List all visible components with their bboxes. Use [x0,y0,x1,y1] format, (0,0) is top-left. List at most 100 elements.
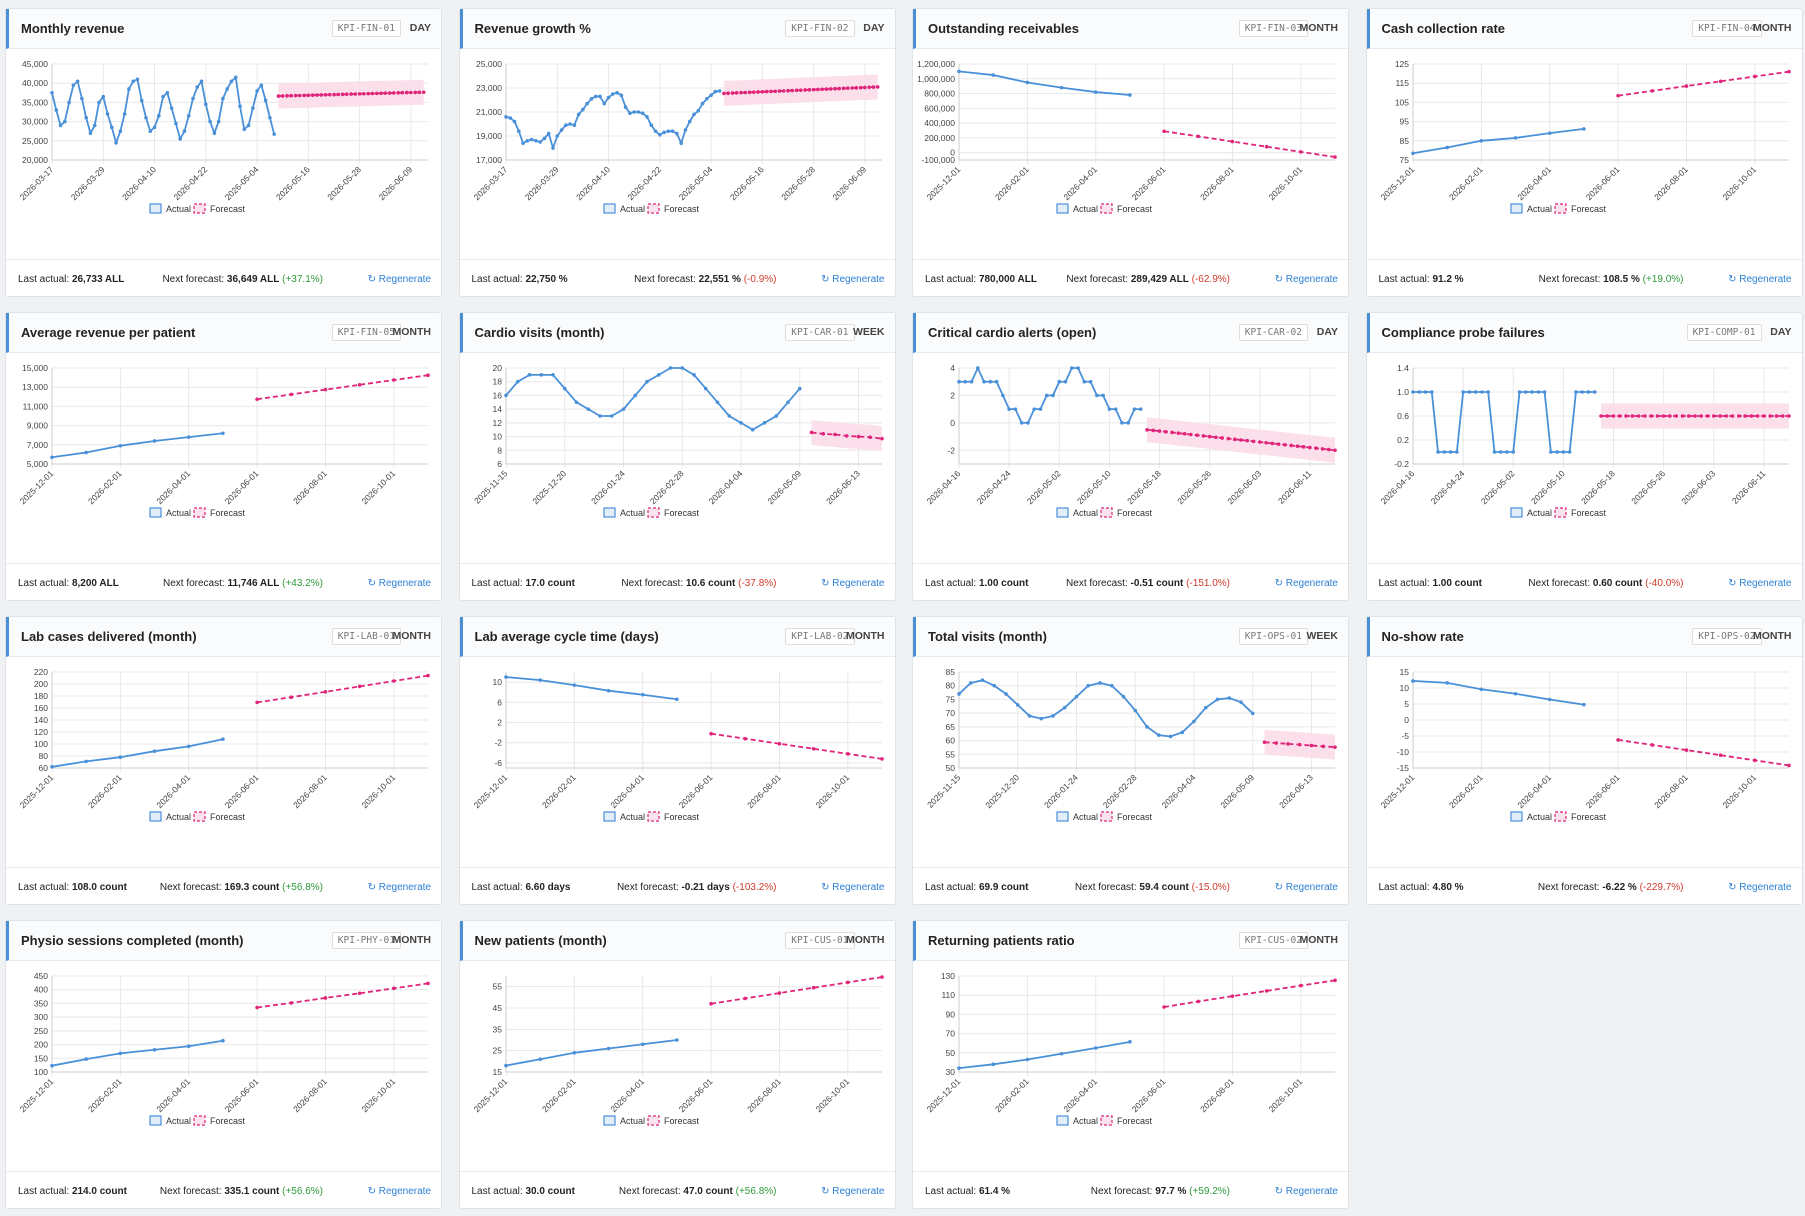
actual-point [750,427,755,432]
actual-point [957,1066,961,1070]
forecast-point [1648,414,1653,418]
next-forecast-value: 335.1 count [224,1186,280,1197]
y-tick-label: 100 [34,739,48,749]
card-footer: Last actual: 26,733 ALL Next forecast: 36… [6,259,441,296]
x-tick-label: 2026-04-01 [154,772,192,810]
forecast-point [1786,69,1791,74]
actual-point [991,73,995,77]
last-actual-label: Last actual: [18,1186,70,1197]
x-tick-label: 2025-12-01 [18,1076,56,1114]
kpi-code-badge: KPI-OPS-02 [1692,628,1762,645]
actual-point [1109,683,1114,688]
actual-point [562,386,567,391]
x-tick-label: 2025-12-01 [471,1076,509,1114]
actual-point [507,116,512,120]
legend-forecast-label: Forecast [1117,508,1153,518]
chart-legend: Actual Forecast [1056,507,1153,518]
regenerate-button[interactable]: ↻ Regenerate [1275,274,1338,285]
regenerate-button[interactable]: ↻ Regenerate [1275,1186,1338,1197]
next-forecast: Next forecast: 289,429 ALL (-62.9%) [1066,274,1230,285]
regenerate-button[interactable]: ↻ Regenerate [821,882,884,893]
kpi-code-badge: KPI-FIN-04 [1692,20,1762,37]
forecast-point [1598,414,1603,418]
y-tick-label: 75 [946,694,956,704]
actual-point [695,109,700,113]
actual-point [1473,390,1477,394]
refresh-icon: ↻ [367,578,379,589]
refresh-icon: ↻ [1274,1186,1286,1197]
y-tick-label: 8 [497,445,502,455]
actual-point [537,1057,542,1061]
legend-forecast-label: Forecast [1571,204,1607,214]
actual-point [263,98,268,103]
regenerate-button[interactable]: ↻ Regenerate [368,578,431,589]
regenerate-button[interactable]: ↻ Regenerate [368,1186,431,1197]
actual-point [619,93,623,97]
kpi-code-badge: KPI-LAB-02 [785,628,855,645]
regenerate-label: Regenerate [378,882,431,893]
forecast-point [747,90,751,95]
regenerate-button[interactable]: ↻ Regenerate [368,274,431,285]
x-tick-label: 2026-02-01 [539,772,577,810]
forecast-point [755,90,760,94]
forecast-point [1730,414,1734,418]
next-forecast: Next forecast: 22,551 % (-0.9%) [634,274,776,285]
x-tick-label: 2026-05-10 [1528,468,1566,506]
next-forecast: Next forecast: 36,649 ALL (+37.1%) [162,274,323,285]
regenerate-button[interactable]: ↻ Regenerate [1728,274,1791,285]
regenerate-button[interactable]: ↻ Regenerate [821,274,884,285]
actual-point [1107,407,1112,411]
x-tick-label: 2026-08-01 [291,1076,329,1114]
actual-point [621,407,625,411]
next-forecast-label: Next forecast: [1528,578,1591,589]
regenerate-button[interactable]: ↻ Regenerate [368,882,431,893]
actual-point [679,366,684,370]
actual-point [1059,85,1064,90]
regenerate-button[interactable]: ↻ Regenerate [821,578,884,589]
x-tick-label: 2026-06-11 [1276,468,1314,506]
legend-forecast-label: Forecast [664,812,700,822]
actual-point [762,421,766,425]
last-actual-label: Last actual: [1378,882,1430,893]
legend-actual-label: Actual [166,508,191,518]
actual-point [691,373,696,377]
regenerate-button[interactable]: ↻ Regenerate [821,1186,884,1197]
y-tick-label: 800,000 [924,89,955,99]
forecast-point [1245,438,1250,443]
kpi-card: Physio sessions completed (month) KPI-PHY… [5,920,442,1209]
actual-point [1059,1051,1064,1056]
actual-point [92,123,97,128]
actual-point [1076,366,1080,370]
kpi-chart: -15 -10 -5 0 5 10 15 2025-12-01 2026-02-01 2026-0… [1367,658,1804,866]
y-tick-label: 45 [492,1003,502,1013]
next-forecast: Next forecast: 108.5 % (+19.0%) [1539,274,1684,285]
actual-point [785,400,790,405]
y-tick-label: 15,000 [22,363,48,373]
x-tick-label: 2025-12-01 [471,772,509,810]
kpi-chart: 75 85 95 105 115 125 2025-12-01 2026-02-01 2026-… [1367,50,1804,258]
forecast-point [1623,414,1628,418]
y-tick-label: 6 [497,459,502,469]
regenerate-label: Regenerate [378,274,431,285]
chart-svg: 5,000 7,000 9,000 11,000 13,000 15,000 2025-12… [18,363,430,518]
forecast-change: (-40.0%) [1645,578,1684,589]
forecast-point [1774,414,1778,418]
actual-point [1429,390,1434,394]
x-tick-label: 2026-04-04 [1160,772,1198,810]
regenerate-button[interactable]: ↻ Regenerate [1728,882,1791,893]
forecast-point [849,86,854,90]
kpi-code-badge: KPI-PHY-01 [331,932,401,949]
legend-forecast-label: Forecast [1117,204,1153,214]
card-header: Cash collection rate KPI-FIN-04 MONTH [1366,9,1802,49]
forecast-point [1711,414,1716,418]
x-tick-label: 2026-08-01 [291,468,329,506]
regenerate-button[interactable]: ↻ Regenerate [1275,578,1338,589]
regenerate-button[interactable]: ↻ Regenerate [1728,578,1791,589]
regenerate-button[interactable]: ↻ Regenerate [1275,882,1338,893]
y-tick-label: -100,000 [921,155,955,165]
actual-point [1517,390,1521,394]
forecast-point [1661,414,1665,418]
actual-point [1093,90,1098,94]
kpi-chart: 30 50 70 90 110 130 2025-12-01 2026-02-01 2026-0… [913,962,1350,1170]
